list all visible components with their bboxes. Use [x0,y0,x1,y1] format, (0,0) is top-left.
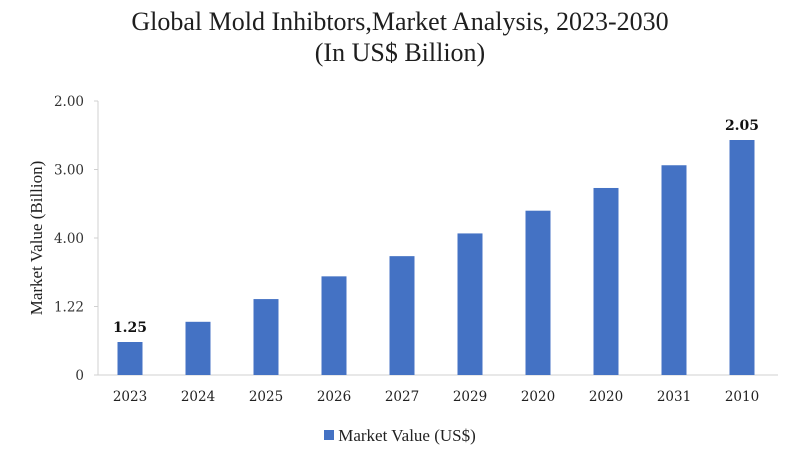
bar-2020-7 [593,187,619,375]
y-tick-label: 1.22 [54,300,84,316]
x-tick-label: 2025 [249,389,283,405]
x-tick-label: 2023 [113,389,147,405]
x-tick-label: 2020 [521,389,555,405]
x-tick-label: 2031 [657,389,691,405]
x-tick-label: 2020 [589,389,623,405]
bar-2027-4 [389,256,415,375]
x-tick-label: 2027 [385,389,419,405]
data-label: 2.05 [725,118,759,134]
bar-2024-1 [185,321,211,375]
chart-subtitle: (In US$ Billion) [314,38,486,67]
x-tick-label: 2029 [453,389,487,405]
y-ticks: 2.00 3.00 4.00 1.22 0 [54,94,98,384]
bar-2010-9 [729,140,755,375]
legend-label: Market Value (US$) [338,426,476,445]
x-tick-label: 2024 [181,389,215,405]
bar-2026-3 [321,276,347,375]
y-axis-label: Market Value (Billion) [27,161,46,316]
data-labels: 1.25 2.05 [113,118,759,336]
legend-swatch [324,430,335,440]
x-tick-label: 2026 [317,389,351,405]
x-tick-labels: 2023 2024 2025 2026 2027 2029 2020 2020 2031 2010 [113,389,759,405]
bar-2025-2 [253,299,279,375]
y-tick-label: 3.00 [54,163,84,179]
chart-title: Global Mold Inhibtors,Market Analysis, 2… [0,6,800,68]
x-tick-label: 2010 [725,389,759,405]
bar-2020-6 [525,210,551,375]
bar-2031-8 [661,165,687,375]
bar-2023-0 [117,342,143,375]
y-tick-label: 4.00 [54,231,84,247]
legend: Market Value (US$) [0,426,800,446]
chart-title-line1: Global Mold Inhibtors,Market Analysis, 2… [131,7,669,36]
bars [117,140,755,375]
y-tick-label: 0 [75,368,84,384]
y-tick-label: 2.00 [54,94,84,110]
data-label: 1.25 [113,320,147,336]
bar-2029-5 [457,233,483,375]
